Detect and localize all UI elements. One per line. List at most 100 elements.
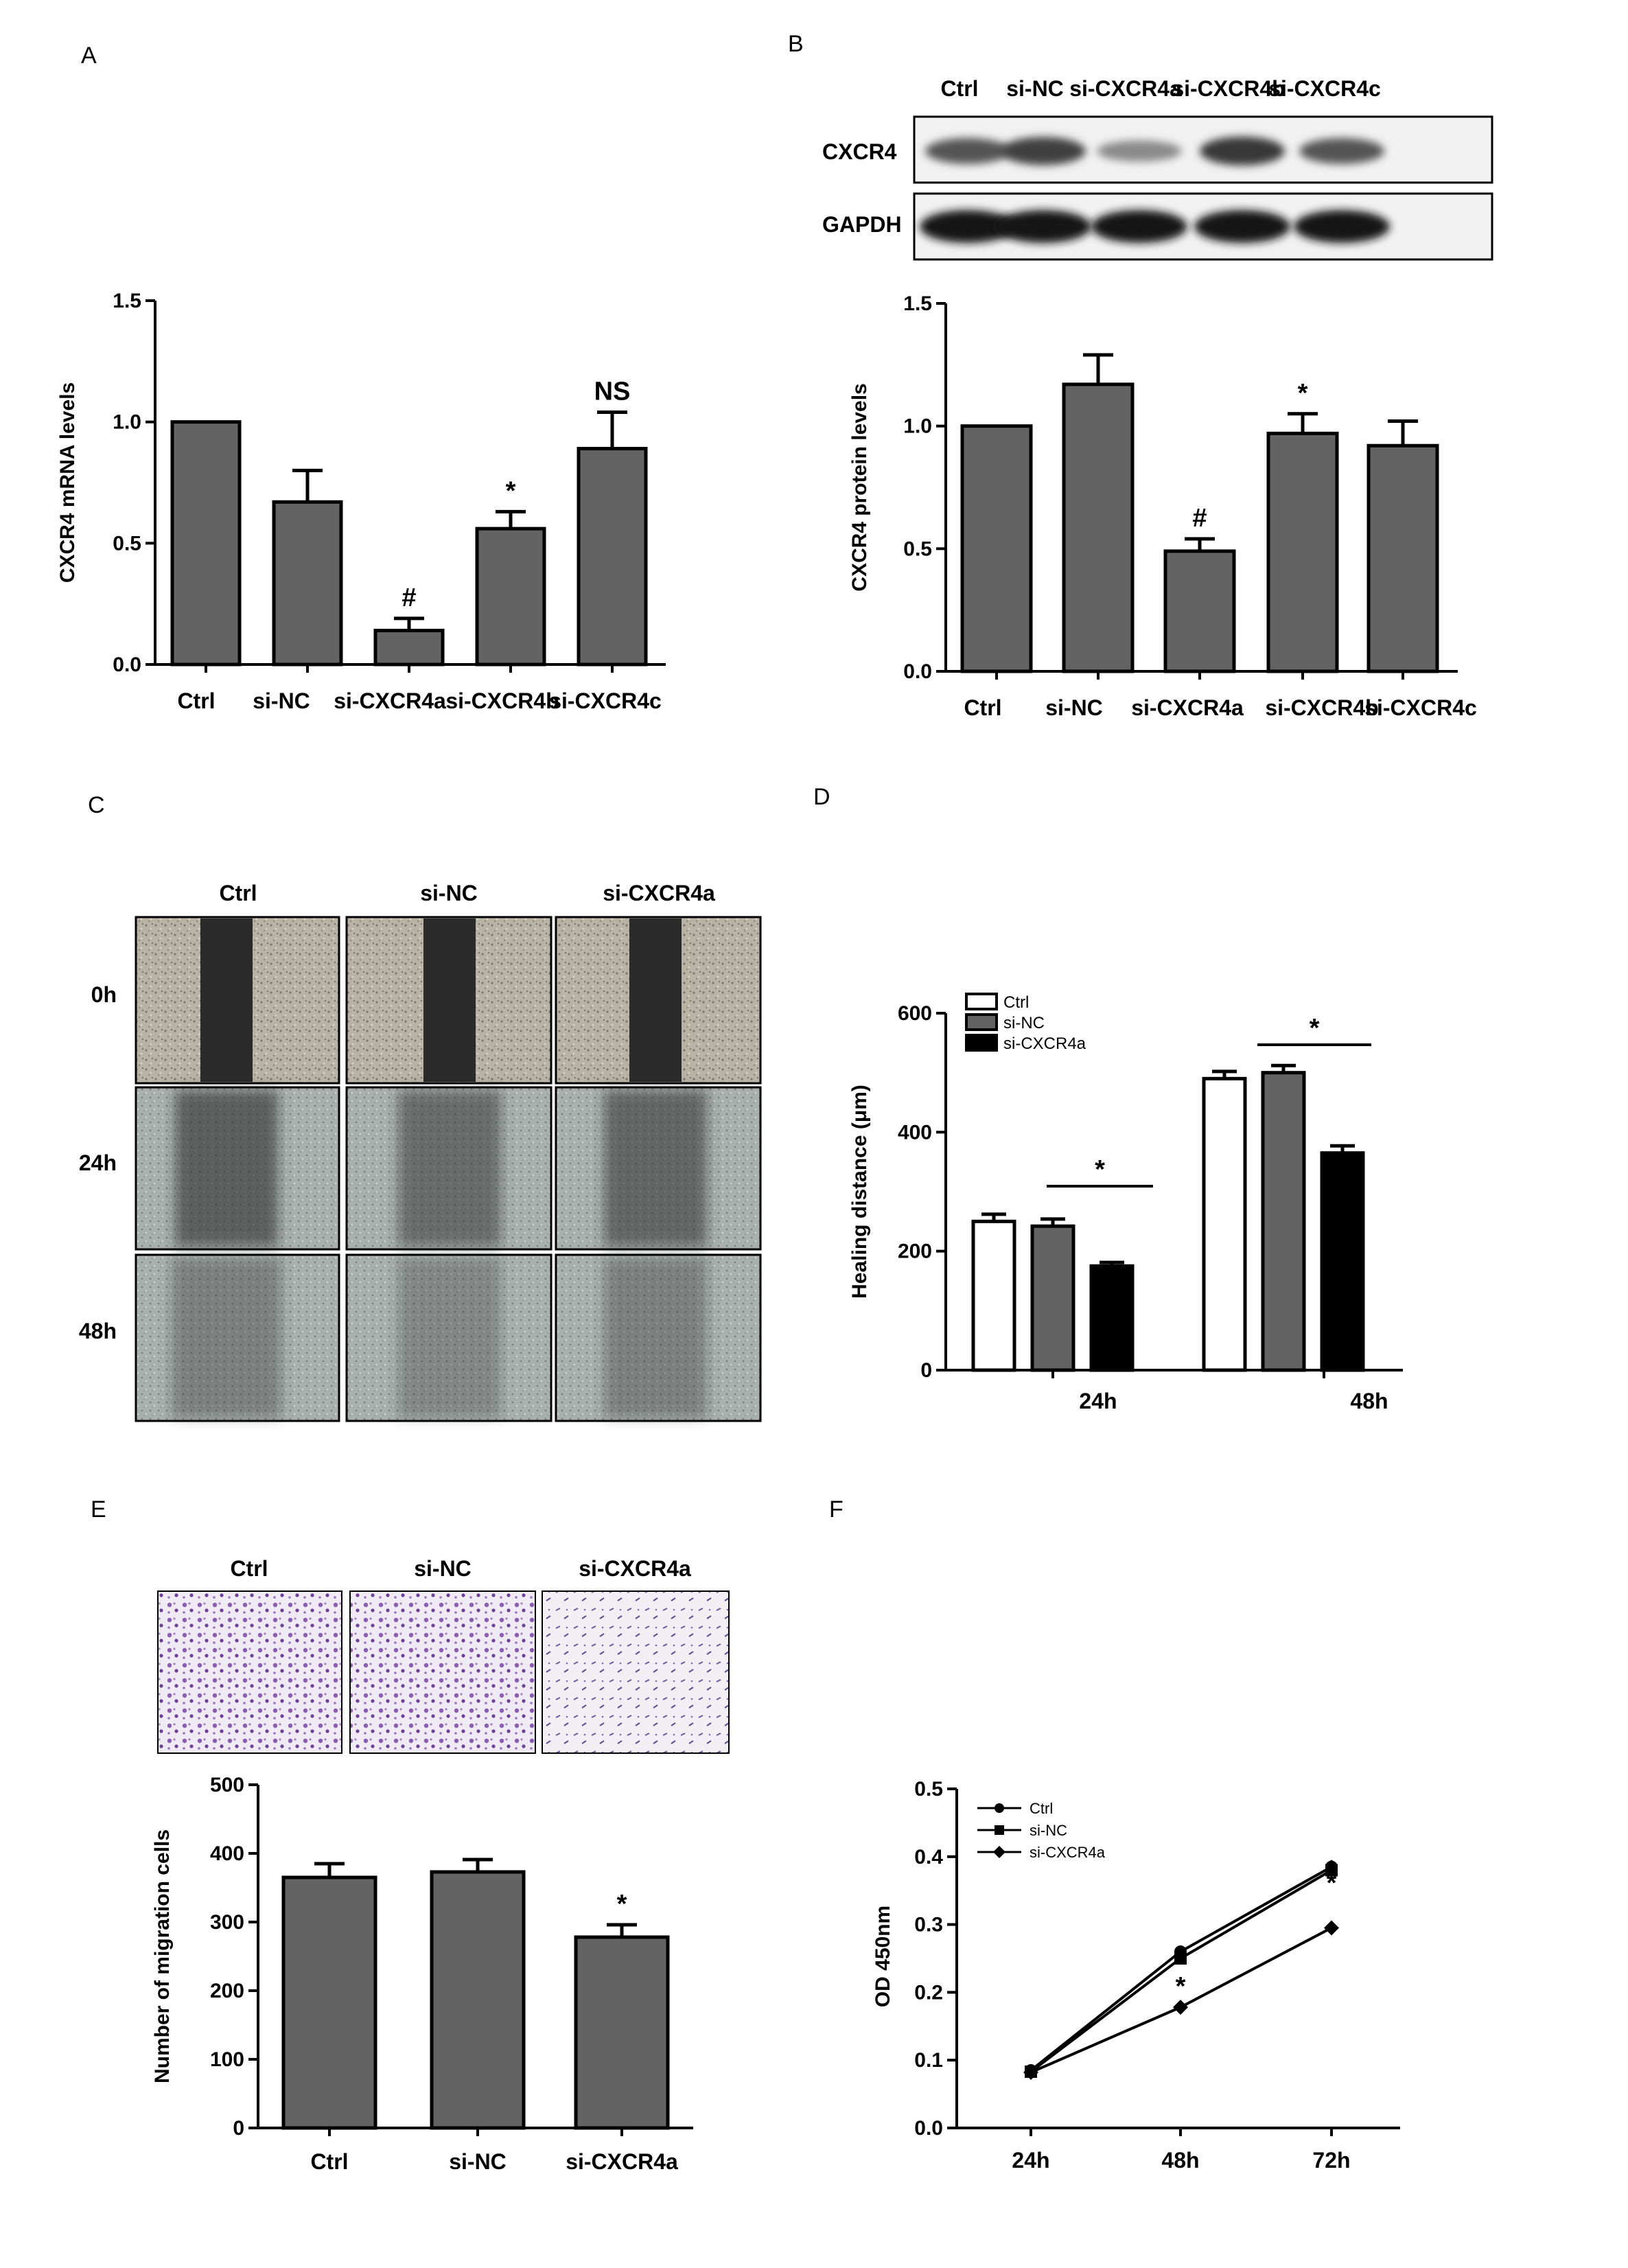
blot-band-gapdh (1091, 210, 1187, 243)
blot-row-label-gapdh: GAPDH (822, 212, 902, 237)
data-point (1174, 1952, 1187, 1965)
transwell-column-label: Ctrl (230, 1556, 268, 1581)
blot-lane-label: si-NC (1006, 76, 1064, 101)
x-tick-label: 24h (1012, 2148, 1049, 2173)
blot-band-cxcr4 (1299, 138, 1384, 164)
wound-gap (629, 918, 682, 1082)
y-tick-label: 0.4 (914, 1846, 943, 1868)
legend-label: si-CXCR4a (1003, 1034, 1086, 1053)
bar (574, 1935, 670, 2130)
bar (373, 629, 445, 667)
blot-row-label-cxcr4: CXCR4 (822, 139, 897, 164)
blot-band-cxcr4 (1097, 140, 1182, 162)
y-tick-label: 100 (210, 2048, 244, 2071)
series-line (1030, 1868, 1333, 2073)
panel-label-f: F (829, 1496, 844, 1523)
y-tick-label: 1.5 (903, 292, 932, 315)
chart-panel-f: 0.0 0.1 0.2 0.3 0.4 0.5 OD 450nm 24h 48h 72h Ctrl s… (872, 1778, 1400, 2173)
scratch-assay-grid: Ctrl si-NC si-CXCR4a 0h 24h 48h (79, 881, 762, 1422)
panel-label-b: B (788, 31, 804, 57)
significance-label: * (506, 476, 516, 505)
bar (1202, 1076, 1247, 1372)
charts-layer: 0.0 0.5 1.0 1.5 CXCR4 mRNA levels Ctrl si-NC si… (56, 290, 1477, 2174)
legend-swatch (965, 1034, 998, 1052)
y-tick-label: 500 (210, 1774, 244, 1796)
bar (281, 1875, 377, 2130)
significance-label: * (1176, 1972, 1186, 2001)
legend-marker (995, 1825, 1004, 1835)
y-tick-label: 1.5 (113, 290, 141, 312)
panel-label-e: E (91, 1496, 106, 1523)
y-tick-label: 0.0 (903, 660, 932, 683)
y-tick-label: 0.5 (113, 532, 141, 555)
y-tick-label: 0.3 (914, 1914, 943, 1936)
y-tick-label: 300 (210, 1911, 244, 1934)
blot-band-cxcr4 (925, 138, 1010, 164)
data-point (1324, 1920, 1339, 1936)
y-axis-label: Healing distance (μm) (848, 1085, 871, 1299)
blot-band-cxcr4 (1200, 137, 1285, 165)
blot-lane-label: Ctrl (940, 76, 978, 101)
y-tick-label: 0.5 (903, 537, 932, 560)
significance-label: * (1095, 1155, 1105, 1184)
legend-swatch (965, 1013, 998, 1031)
wound-gap (398, 1090, 501, 1247)
y-tick-label: 200 (210, 1980, 244, 2002)
x-tick-label: si-CXCR4a (1131, 695, 1244, 720)
bar (1030, 1224, 1075, 1372)
x-tick-label: si-NC (253, 688, 310, 713)
bar (960, 424, 1033, 673)
chart-panel-a: 0.0 0.5 1.0 1.5 CXCR4 mRNA levels Ctrl si-NC si… (56, 290, 666, 713)
scratch-column-label: si-NC (420, 881, 478, 905)
x-tick-label: 48h (1161, 2148, 1199, 2173)
legend-label: si-NC (1003, 1014, 1045, 1032)
bar (1261, 1071, 1306, 1372)
transwell-images: Ctrl si-NC si-CXCR4a (157, 1556, 730, 1754)
y-axis-label: OD 450nm (872, 1906, 894, 2007)
wound-gap (398, 1258, 501, 1418)
significance-label: * (1298, 379, 1308, 408)
western-blot: CXCR4 GAPDH Ctrl si-NC si-CXCR4asi-CXCR4bs… (822, 76, 1493, 261)
blot-band-gapdh (995, 210, 1091, 243)
scratch-row-label: 0h (91, 982, 117, 1007)
significance-label: NS (594, 378, 631, 406)
x-tick-label: si-CXCR4c (549, 688, 662, 713)
x-tick-label: si-CXCR4b (445, 688, 559, 713)
y-tick-label: 0.0 (914, 2117, 943, 2140)
chart-panel-b: 0.0 0.5 1.0 1.5 CXCR4 protein levels Ctrl si-N… (848, 292, 1477, 720)
bar (971, 1219, 1016, 1372)
transwell-image (349, 1590, 536, 1754)
y-tick-label: 1.0 (903, 415, 932, 438)
transwell-image (157, 1590, 342, 1754)
x-tick-label: Ctrl (310, 2149, 348, 2174)
x-tick-label: 72h (1312, 2148, 1350, 2173)
y-tick-label: 0 (920, 1359, 932, 1382)
x-tick-label: si-CXCR4a (566, 2149, 678, 2174)
x-tick-label: si-NC (449, 2149, 507, 2174)
wound-gap (423, 918, 476, 1082)
bar (1266, 431, 1339, 673)
blot-lane-label: si-CXCR4a (1069, 76, 1182, 101)
chart-panel-d: 0 200 400 600 Healing distance (μm) 24h * 48h * C… (848, 993, 1403, 1413)
bar (272, 500, 343, 667)
bar (430, 1870, 526, 2130)
blot-band-cxcr4 (1001, 137, 1086, 165)
x-tick-label: Ctrl (964, 695, 1001, 720)
x-tick-label: si-NC (1045, 695, 1103, 720)
blot-lane-label: si-CXCR4b (1172, 76, 1285, 101)
y-tick-label: 400 (898, 1121, 932, 1144)
y-tick-label: 600 (898, 1002, 932, 1025)
significance-label: * (617, 1890, 627, 1919)
y-tick-label: 0.5 (914, 1778, 943, 1801)
x-tick-label: si-CXCR4b (1265, 695, 1378, 720)
significance-label: * (1310, 1014, 1320, 1043)
legend-marker (995, 1803, 1004, 1813)
y-tick-label: 200 (898, 1240, 932, 1263)
blot-lane-label: si-CXCR4c (1268, 76, 1381, 101)
wound-gap (200, 918, 253, 1082)
scratch-row-label: 48h (79, 1319, 117, 1343)
scratch-row-label: 24h (79, 1150, 117, 1175)
bar (1062, 382, 1135, 673)
bar (577, 447, 648, 667)
y-axis-label: CXCR4 protein levels (848, 383, 871, 591)
